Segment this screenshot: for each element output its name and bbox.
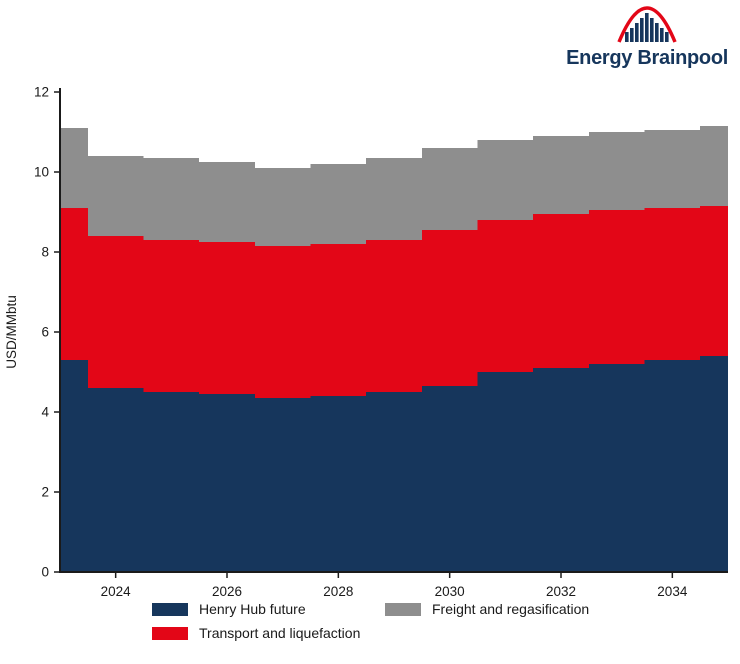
bar-segment — [366, 392, 422, 572]
bar-segment — [87, 388, 144, 572]
bar-segment — [644, 208, 701, 360]
bar-segment — [588, 210, 645, 364]
bar-segment — [533, 368, 589, 572]
bar-segment — [366, 158, 422, 240]
bar-segment — [254, 168, 311, 246]
legend-swatch-transport — [152, 626, 188, 640]
bar-segment — [199, 162, 255, 242]
legend-label-henry-hub: Henry Hub future — [199, 601, 306, 617]
x-tick-label: 2034 — [657, 584, 688, 599]
y-tick-label: 6 — [41, 325, 49, 340]
bar-segment — [87, 156, 144, 236]
bar-segment — [421, 230, 478, 386]
legend-swatch-freight — [385, 602, 421, 616]
bar-segment — [421, 148, 478, 230]
y-tick-label: 10 — [34, 165, 49, 180]
bar-segment — [60, 208, 88, 360]
bar-segment — [254, 398, 311, 572]
y-axis-title: USD/MMbtu — [4, 295, 19, 369]
legend: Henry Hub future Freight and regasificat… — [152, 601, 589, 641]
bar-segment — [533, 136, 589, 214]
bar-segment — [254, 246, 311, 398]
bar-segment — [588, 132, 645, 210]
bar-segment — [199, 242, 255, 394]
bar-segment — [310, 244, 367, 396]
legend-label-transport: Transport and liquefaction — [199, 625, 361, 641]
bar-segment — [700, 126, 728, 206]
bar-segment — [87, 236, 144, 388]
x-tick-label: 2032 — [546, 584, 576, 599]
x-tick-label: 2026 — [212, 584, 242, 599]
y-tick-label: 12 — [34, 85, 49, 100]
bar-segment — [700, 206, 728, 356]
bar-segment — [199, 394, 255, 572]
x-tick-label: 2024 — [101, 584, 132, 599]
bar-segment — [60, 360, 88, 572]
bar-segment — [700, 356, 728, 572]
logo-text: Energy Brainpool — [566, 47, 728, 69]
logo-red-arc — [617, 6, 677, 43]
legend-swatch-henry-hub — [152, 602, 188, 616]
bar-segment — [310, 396, 367, 572]
energy-brainpool-logo-icon — [617, 6, 677, 43]
energy-brainpool-logo: Energy Brainpool — [566, 2, 728, 70]
bar-segment — [477, 220, 534, 372]
y-tick-label: 2 — [41, 485, 49, 500]
legend-item-transport-and-liquefaction: Transport and liquefaction — [152, 625, 385, 641]
bar-segment — [366, 240, 422, 392]
y-tick-label: 8 — [41, 245, 49, 260]
bar-segment — [477, 372, 534, 572]
chart-svg: 0 2 4 6 8 10 12 2024 2026 2028 2030 2032 2034 USD/MMb… — [4, 85, 728, 599]
bar-segment — [143, 240, 200, 392]
legend-label-freight: Freight and regasification — [432, 601, 590, 617]
y-tick-label: 0 — [41, 565, 49, 580]
bar-segment — [644, 360, 701, 572]
bar-segment — [477, 140, 534, 220]
x-tick-label: 2030 — [435, 584, 465, 599]
bar-segment — [143, 158, 200, 240]
bar-segment — [421, 386, 478, 572]
legend-item-freight-and-regasification: Freight and regasification — [385, 601, 589, 617]
bar-segment — [644, 130, 701, 208]
x-tick-label: 2028 — [323, 584, 353, 599]
bar-segment — [60, 128, 88, 208]
bar-segment — [588, 364, 645, 572]
y-tick-label: 4 — [41, 405, 49, 420]
logo-bars — [625, 13, 669, 42]
bar-segment — [143, 392, 200, 572]
bar-segment — [533, 214, 589, 368]
bar-segment — [310, 164, 367, 244]
legend-item-henry-hub-future: Henry Hub future — [152, 601, 385, 617]
